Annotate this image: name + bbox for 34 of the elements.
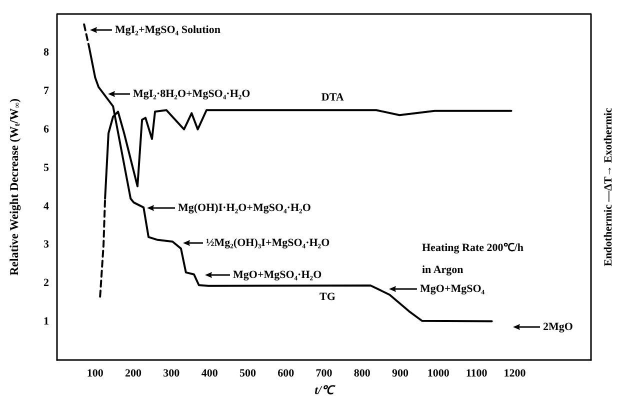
- y-tick-label: 6: [44, 123, 50, 136]
- y-axis-title: Relative Weight Decrease (Wt/W∞): [7, 98, 22, 276]
- x-tick-label: 800: [354, 368, 371, 380]
- y-tick-label: 5: [44, 162, 50, 174]
- annotation: MgI₂+MgSO₄ Solution: [115, 24, 220, 36]
- x-tick-label: 1200: [504, 368, 526, 380]
- y-tick-label: 8: [44, 46, 50, 58]
- annotation: ½Mg₂(OH)₃I+MgSO₄·H₂O: [206, 237, 330, 249]
- series-label: DTA: [321, 92, 344, 104]
- series-label: TG: [319, 291, 336, 304]
- annotation: in Argon: [422, 264, 464, 276]
- x-tick-label: 500: [239, 368, 256, 380]
- x-tick-label: 1100: [466, 368, 488, 380]
- annotation: Heating Rate 200℃/h: [422, 242, 524, 254]
- x-tick-label: 1000: [427, 368, 450, 380]
- annotation: MgO+MgSO₄·H₂O: [233, 269, 322, 281]
- y2-axis-title: Endothermic —ΔT→ Exothermic: [602, 108, 614, 266]
- annotation: MgO+MgSO₄: [420, 283, 486, 295]
- x-tick-label: 700: [316, 368, 333, 380]
- x-tick-label: 900: [392, 368, 410, 380]
- y-tick-label: 7: [44, 84, 50, 97]
- y-tick-label: 3: [44, 238, 50, 251]
- x-axis-title: t/℃: [314, 383, 336, 397]
- x-tick-label: 200: [125, 368, 142, 380]
- x-tick-label: 100: [86, 368, 104, 380]
- annotation: MgI₂·8H₂O+MgSO₄·H₂O: [133, 88, 251, 100]
- annotation: 2MgO: [543, 321, 574, 333]
- x-tick-label: 300: [163, 368, 180, 380]
- y-tick-label: 1: [44, 316, 49, 328]
- x-tick-label: 400: [201, 368, 218, 380]
- y-tick-label: 2: [44, 277, 50, 290]
- annotation: Mg(OH)I·H₂O+MgSO₄·H₂O: [178, 202, 312, 214]
- x-tick-label: 600: [278, 368, 295, 380]
- y-tick-label: 4: [44, 200, 50, 212]
